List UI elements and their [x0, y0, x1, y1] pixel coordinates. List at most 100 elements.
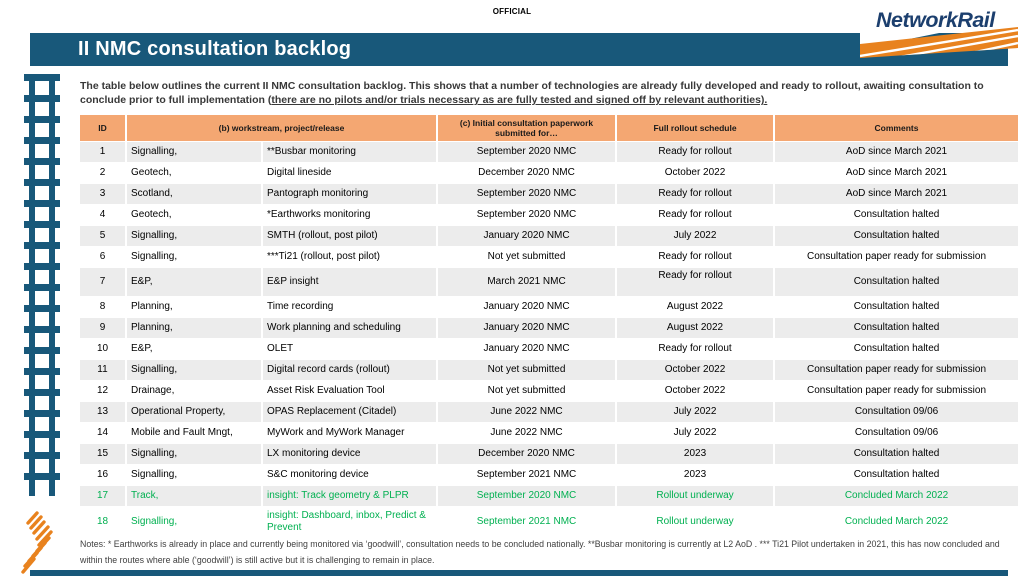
table-row: 10 E&P, OLET January 2020 NMC Ready for roll… [80, 339, 1018, 359]
cell-submitted: December 2020 NMC [438, 444, 616, 464]
cell-comments: Consultation 09/06 [775, 402, 1019, 422]
cell-schedule: July 2022 [673, 427, 717, 439]
cell-submitted: September 2020 NMC [438, 184, 616, 204]
cell-workstream: Signalling, [127, 360, 261, 380]
cell-comments: AoD since March 2021 [775, 184, 1019, 204]
footer-bar [30, 570, 1008, 576]
cell-submitted: January 2020 NMC [483, 343, 570, 355]
cell-workstream: Scotland, [127, 184, 261, 204]
cell-id: 16 [96, 469, 109, 481]
cell-comments: Consultation paper ready for submission [775, 360, 1019, 380]
cell-id: 7 [80, 268, 125, 296]
cell-id: 18 [96, 515, 109, 527]
cell-workstream: Geotech, [131, 209, 172, 221]
cell-submitted: September 2021 NMC [476, 469, 577, 481]
cell-comments: AoD since March 2021 [775, 142, 1019, 162]
cell-schedule: Ready for rollout [617, 142, 774, 162]
cell-workstream: Signalling, [127, 226, 261, 246]
cell-schedule: Ready for rollout [658, 251, 732, 263]
cell-submitted: June 2022 NMC [490, 427, 563, 439]
cell-comments: Consultation halted [775, 444, 1019, 464]
cell-submitted: March 2021 NMC [438, 268, 616, 296]
intro-text: The table below outlines the current II … [80, 79, 1008, 107]
cell-project: *Earthworks monitoring [267, 209, 371, 221]
cell-id: 13 [80, 402, 125, 422]
table-row: 9 Planning, Work planning and scheduling Ja… [80, 318, 1019, 338]
cell-schedule: July 2022 [617, 402, 774, 422]
header-workstream-project: (b) workstream, project/release [127, 115, 437, 141]
table-row: 1 Signalling, **Busbar monitoring September… [80, 142, 1019, 162]
cell-schedule: July 2022 [617, 226, 774, 246]
header-comments: Comments [775, 115, 1019, 141]
cell-comments: Consultation halted [775, 318, 1019, 338]
backlog-table: ID (b) workstream, project/release (c) I… [78, 114, 1020, 537]
cell-id: 3 [80, 184, 125, 204]
table-row: 4 Geotech, *Earthworks monitoring September… [80, 205, 1018, 225]
cell-submitted: January 2020 NMC [438, 318, 616, 338]
classification-label: OFFICIAL [492, 7, 532, 16]
intro-underlined: there are no pilots and/or trials necess… [271, 94, 768, 107]
cell-comments: Consultation paper ready for submission [807, 385, 986, 397]
cell-comments: Consultation halted [775, 268, 1019, 296]
cell-workstream: Geotech, [131, 167, 172, 179]
cell-id: 5 [80, 226, 125, 246]
cell-project: S&C monitoring device [267, 469, 369, 481]
cell-schedule: 2023 [683, 469, 707, 481]
table-row: 6 Signalling, ***Ti21 (rollout, post pilot… [80, 247, 1018, 267]
cell-workstream: Planning, [131, 301, 173, 313]
cell-schedule: Rollout underway [617, 486, 774, 506]
header-schedule: Full rollout schedule [617, 115, 774, 141]
cell-comments: Concluded March 2022 [775, 486, 1019, 506]
cell-workstream: Signalling, [131, 515, 178, 527]
networkrail-logo: NetworkRail [860, 3, 1018, 66]
cell-id: 11 [80, 360, 125, 380]
cell-comments: Consultation halted [775, 226, 1019, 246]
cell-schedule: Ready for rollout [617, 184, 774, 204]
cell-id: 6 [99, 251, 106, 263]
table-row: 5 Signalling, SMTH (rollout, post pilot) Ja… [80, 226, 1019, 246]
cell-id: 8 [99, 301, 106, 313]
cell-schedule: October 2022 [664, 385, 726, 397]
table-row: 14 Mobile and Fault Mngt, MyWork and MyWor… [80, 423, 1018, 443]
cell-schedule: Ready for rollout [658, 343, 732, 355]
table-row: 18 Signalling, insight: Dashboard, inbox, … [80, 507, 1018, 536]
cell-id: 14 [96, 427, 109, 439]
cell-project: **Busbar monitoring [263, 142, 437, 162]
cell-submitted: Not yet submitted [487, 251, 566, 263]
backlog-table-body: 1 Signalling, **Busbar monitoring September… [80, 142, 1019, 536]
table-row: 17 Track, insight: Track geometry & PLPR Se… [80, 486, 1019, 506]
table-header-row: ID (b) workstream, project/release (c) I… [80, 115, 1019, 141]
cell-comments: Consultation halted [853, 209, 940, 221]
table-row: 11 Signalling, Digital record cards (rollo… [80, 360, 1019, 380]
cell-workstream: Signalling, [131, 469, 178, 481]
title-bar: II NMC consultation backlog [30, 33, 1008, 66]
table-row: 13 Operational Property, OPAS Replacement … [80, 402, 1019, 422]
table-row: 8 Planning, Time recording January 2020 NMC… [80, 297, 1018, 317]
cell-submitted: December 2020 NMC [478, 167, 575, 179]
cell-id: 12 [96, 385, 109, 397]
cell-workstream: Signalling, [127, 142, 261, 162]
cell-schedule: August 2022 [666, 301, 724, 313]
cell-id: 1 [80, 142, 125, 162]
cell-submitted: September 2020 NMC [438, 486, 616, 506]
cell-id: 15 [80, 444, 125, 464]
header-submitted: (c) Initial consultation paperwork submi… [438, 115, 616, 141]
cell-project: Asset Risk Evaluation Tool [267, 385, 385, 397]
logo-wordmark: NetworkRail [876, 8, 996, 32]
cell-workstream: E&P, [131, 343, 153, 355]
cell-workstream: Mobile and Fault Mngt, [131, 427, 233, 439]
cell-comments: Consultation 09/06 [854, 427, 939, 439]
cell-comments: AoD since March 2021 [845, 167, 948, 179]
intro-lead: The table below outlines the current II … [80, 80, 984, 107]
cell-comments: Consultation paper ready for submission [807, 251, 986, 263]
cell-schedule: Ready for rollout [658, 209, 732, 221]
cell-submitted: September 2021 NMC [476, 515, 577, 527]
notes-text: Notes: * Earthworks is already in place … [80, 539, 1000, 566]
table-row: 15 Signalling, LX monitoring device Decembe… [80, 444, 1019, 464]
cell-workstream: Track, [127, 486, 261, 506]
table-row: 12 Drainage, Asset Risk Evaluation Tool Not… [80, 381, 1018, 401]
cell-schedule: October 2022 [617, 360, 774, 380]
cell-workstream: Signalling, [131, 251, 178, 263]
cell-project: MyWork and MyWork Manager [267, 427, 405, 439]
